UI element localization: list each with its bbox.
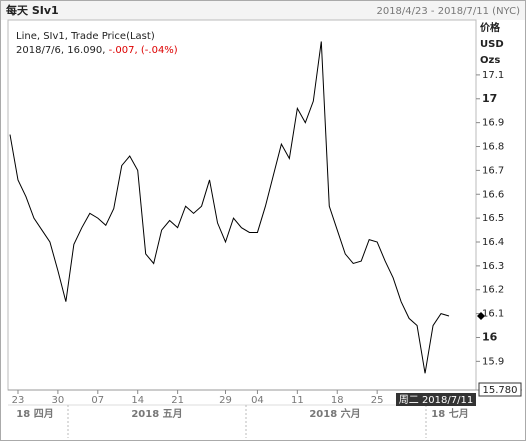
header-range: 2018/4/23 - 2018/7/11 (NYC) <box>376 6 520 17</box>
y-tick-label: 16.4 <box>482 237 504 248</box>
y-tick-label: 17.1 <box>482 70 504 81</box>
x-tick-label: 29 <box>219 395 232 406</box>
y-tick-label: 16.6 <box>482 189 504 200</box>
legend-title: Line, SIv1, Trade Price(Last) <box>16 31 155 42</box>
header-title: 每天 SIv1 <box>6 3 59 17</box>
period-label: 18 七月 <box>431 407 468 420</box>
x-tick-label: 25 <box>371 395 384 406</box>
cursor-value-box <box>478 382 522 397</box>
y-axis-label: 价格 <box>480 21 501 34</box>
y-tick-label: 16 <box>482 330 498 343</box>
y-axis-label: USD <box>480 39 504 50</box>
cursor-date-box <box>396 393 476 406</box>
cursor-value-label: 15.780 <box>483 385 518 396</box>
y-tick-label: 15.9 <box>482 356 504 367</box>
y-tick-label: 16.3 <box>482 261 504 272</box>
y-tick-label: 16.9 <box>482 118 504 129</box>
legend-pct: (-.04%) <box>141 45 178 56</box>
x-tick-label: 07 <box>91 395 104 406</box>
y-tick-label: 16.7 <box>482 165 504 176</box>
x-tick-label: 04 <box>251 395 264 406</box>
y-axis-label: Ozs <box>480 55 500 66</box>
y-tick-label: 16.8 <box>482 142 504 153</box>
period-label: 18 四月 <box>16 408 53 420</box>
period-label: 2018 五月 <box>131 408 182 420</box>
price-line <box>9 41 450 374</box>
x-tick-label: 18 <box>331 395 344 406</box>
plot-area <box>7 19 477 391</box>
y-tick-label: 17 <box>482 92 497 105</box>
y-tick-label: 16.1 <box>482 309 504 320</box>
x-tick-label: 21 <box>171 395 184 406</box>
x-tick-label: 11 <box>291 395 304 406</box>
y-tick-label: 16.2 <box>482 285 504 296</box>
x-tick-label: 30 <box>52 395 65 406</box>
legend-values: 2018/7/6, 16.090, -.007, (-.04%) <box>16 45 178 56</box>
x-tick-label: 23 <box>12 395 25 406</box>
legend-date-value: 2018/7/6, 16.090, <box>16 45 105 56</box>
cursor-date-label: 周二 2018/7/11 <box>399 394 473 406</box>
y-tick-label: 16.5 <box>482 213 504 224</box>
last-price-marker <box>477 312 485 320</box>
legend-change: -.007, <box>109 45 138 56</box>
header-bar <box>1 1 525 20</box>
period-label: 2018 六月 <box>309 407 360 420</box>
x-tick-label: 14 <box>131 395 144 406</box>
